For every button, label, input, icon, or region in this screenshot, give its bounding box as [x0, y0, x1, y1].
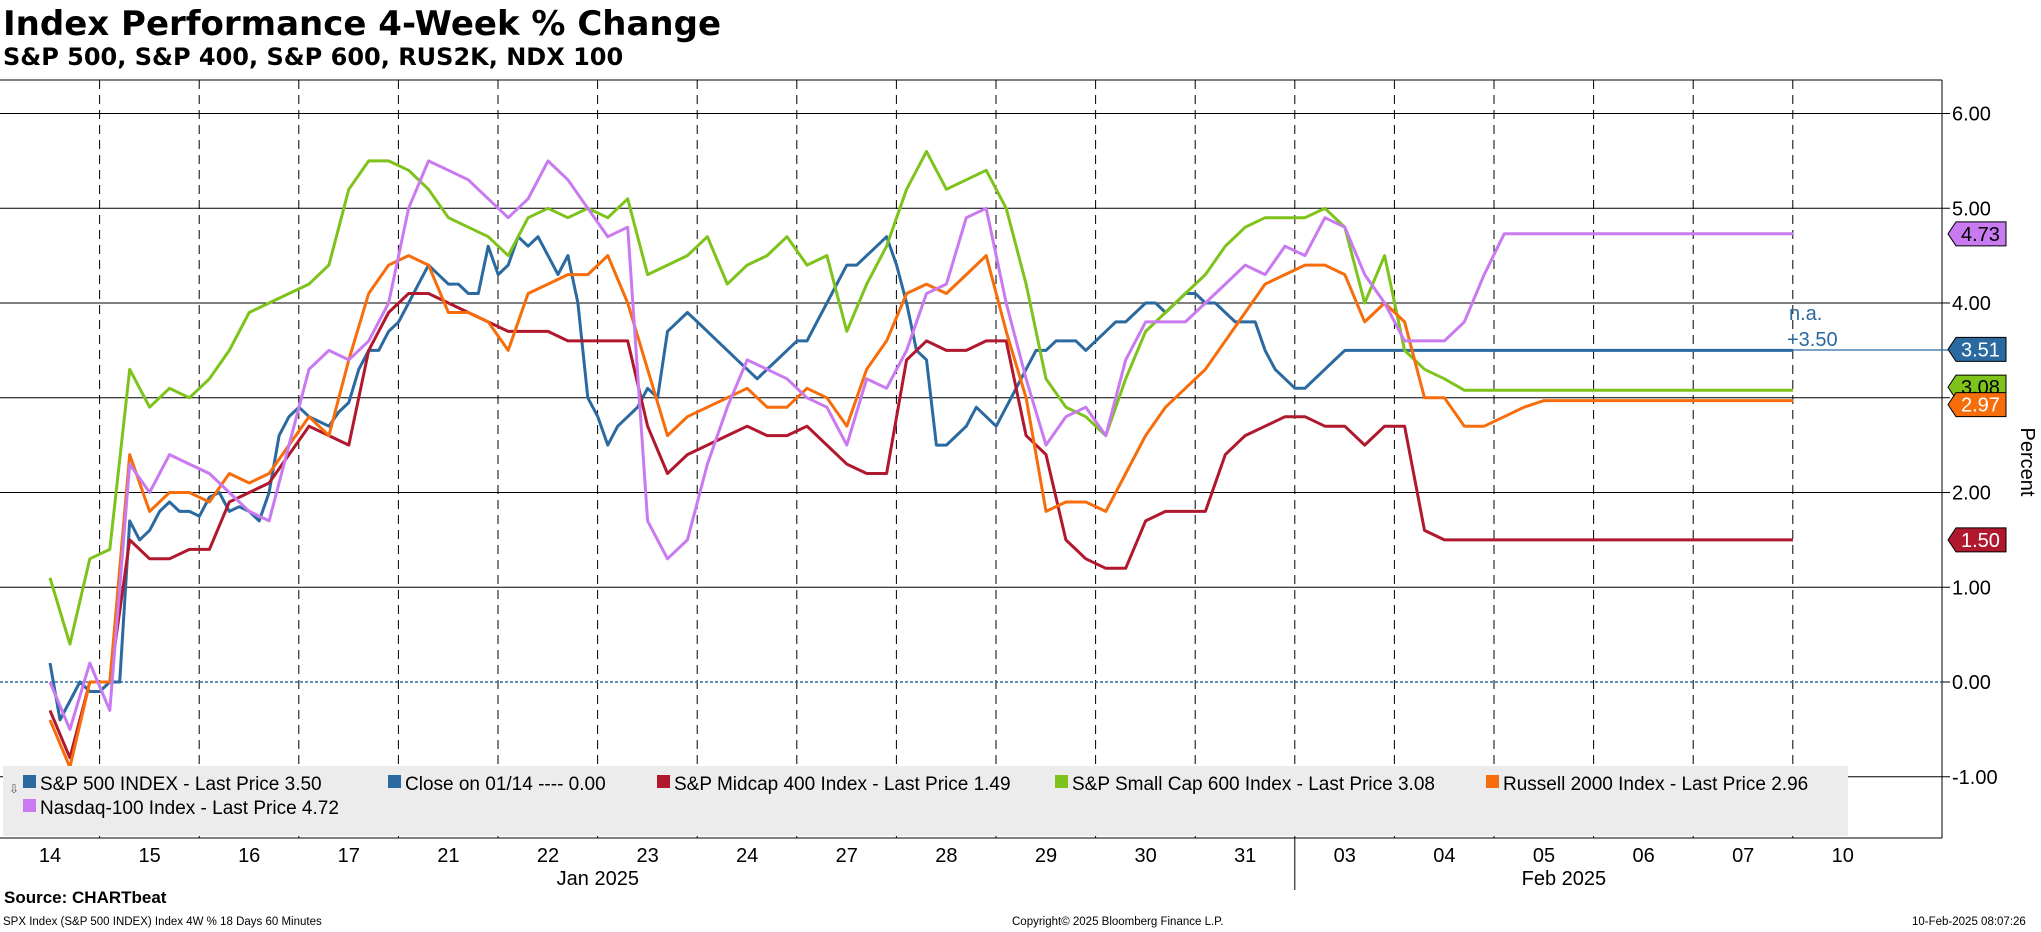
end-label-text: 4.73	[1961, 224, 2000, 246]
x-tick-label: 06	[1632, 845, 1654, 867]
x-tick-label: 28	[935, 845, 957, 867]
series-line-0	[48, 235, 1793, 722]
y-tick-label: 1.00	[1952, 577, 1991, 599]
horizontal-gridlines	[0, 113, 1942, 778]
copyright: Copyright© 2025 Bloomberg Finance L.P.	[1012, 916, 1224, 928]
legend-item: S&P 500 INDEX - Last Price 3.50	[23, 774, 322, 795]
x-tick-label: 17	[338, 845, 360, 867]
chart-subtitle: S&P 500, S&P 400, S&P 600, RUS2K, NDX 10…	[3, 43, 623, 71]
end-label-text: 3.51	[1961, 339, 2000, 361]
legend-swatch	[23, 799, 36, 812]
legend-pin-icon: ⇩	[9, 782, 19, 796]
timestamp: 10-Feb-2025 08:07:26	[1912, 916, 2026, 928]
x-tick-label: 27	[836, 845, 858, 867]
legend-swatch	[1055, 775, 1068, 788]
source-label: Source: CHARTbeat	[4, 888, 167, 907]
x-tick-label: 16	[238, 845, 260, 867]
y-tick-label: -1.00	[1952, 767, 1998, 789]
end-label-text: 2.97	[1961, 395, 2000, 417]
y-axis-ticks: 6.005.004.003.002.001.000.00-1.00	[1942, 104, 1998, 789]
legend-label: S&P Small Cap 600 Index - Last Price 3.0…	[1072, 774, 1435, 795]
x-month-label: Jan 2025	[557, 868, 639, 890]
legend-swatch	[657, 775, 670, 788]
end-label-tag	[1947, 392, 2007, 418]
end-label-tag	[1947, 527, 2007, 553]
x-tick-label: 04	[1433, 845, 1455, 867]
x-tick-label: 21	[437, 845, 459, 867]
legend-swatch	[1486, 775, 1499, 788]
legend-background	[3, 766, 1848, 836]
chart-title: Index Performance 4-Week % Change	[3, 4, 721, 44]
end-label-0: 3.51	[1947, 336, 2007, 362]
legend-label: Nasdaq-100 Index - Last Price 4.72	[40, 798, 339, 819]
x-tick-label: 10	[1832, 845, 1854, 867]
x-tick-label: 15	[138, 845, 160, 867]
x-tick-label: 14	[39, 845, 61, 867]
x-tick-label: 30	[1134, 845, 1156, 867]
legend-swatch	[23, 775, 36, 788]
x-tick-label: 23	[636, 845, 658, 867]
y-tick-label: 6.00	[1952, 104, 1991, 126]
legend-item: S&P Small Cap 600 Index - Last Price 3.0…	[1055, 774, 1435, 795]
end-value-labels: 4.733.513.082.971.50	[1947, 221, 2007, 553]
vertical-gridlines	[99, 80, 1794, 838]
legend-item: Nasdaq-100 Index - Last Price 4.72	[23, 798, 339, 819]
x-tick-label: 31	[1234, 845, 1256, 867]
legend-label: Close on 01/14 ---- 0.00	[405, 774, 606, 795]
legend-label: S&P 500 INDEX - Last Price 3.50	[40, 774, 322, 795]
legend: S&P 500 INDEX - Last Price 3.50 Close on …	[3, 766, 1848, 836]
x-tick-label: 24	[736, 845, 758, 867]
x-tick-label: 29	[1035, 845, 1057, 867]
x-month-label: Feb 2025	[1522, 868, 1607, 890]
x-axis-ticks: 14 15 16 17 21 22 23 24 27 28 29 30 31 03 04 05 06 07 10 Ja…	[39, 838, 1854, 890]
end-label-1: 1.50	[1947, 527, 2007, 553]
close-delta-annotation: +3.50	[1787, 329, 1838, 351]
series-line-2	[48, 149, 1793, 646]
y-tick-label: 0.00	[1952, 672, 1991, 694]
legend-label: S&P Midcap 400 Index - Last Price 1.49	[674, 774, 1011, 795]
x-tick-label: 05	[1533, 845, 1555, 867]
end-label-3: 2.97	[1947, 392, 2007, 418]
ticker-line: SPX Index (S&P 500 INDEX) Index 4W % 18 …	[3, 916, 322, 928]
plot-frame	[0, 79, 1943, 839]
y-tick-label: 5.00	[1952, 198, 1991, 220]
end-label-tag	[1947, 336, 2007, 362]
legend-swatch	[388, 775, 401, 788]
series-line-4	[48, 159, 1793, 731]
na-annotation: n.a.	[1789, 303, 1822, 325]
series-lines	[48, 149, 1793, 769]
x-tick-label: 07	[1732, 845, 1754, 867]
y-tick-label: 2.00	[1952, 483, 1991, 505]
x-tick-label: 03	[1334, 845, 1356, 867]
end-label-tag	[1947, 221, 2007, 247]
end-label-4: 4.73	[1947, 221, 2007, 247]
series-line-3	[48, 254, 1793, 769]
legend-item: S&P Midcap 400 Index - Last Price 1.49	[657, 774, 1011, 795]
series-line-1	[48, 292, 1793, 760]
legend-item: Russell 2000 Index - Last Price 2.96	[1486, 774, 1808, 795]
x-tick-label: 22	[537, 845, 559, 867]
legend-item: Close on 01/14 ---- 0.00	[388, 774, 606, 795]
y-tick-label: 4.00	[1952, 293, 1991, 315]
legend-label: Russell 2000 Index - Last Price 2.96	[1503, 774, 1808, 795]
end-label-text: 1.50	[1961, 530, 2000, 552]
y-axis-label: Percent	[2016, 428, 2038, 497]
